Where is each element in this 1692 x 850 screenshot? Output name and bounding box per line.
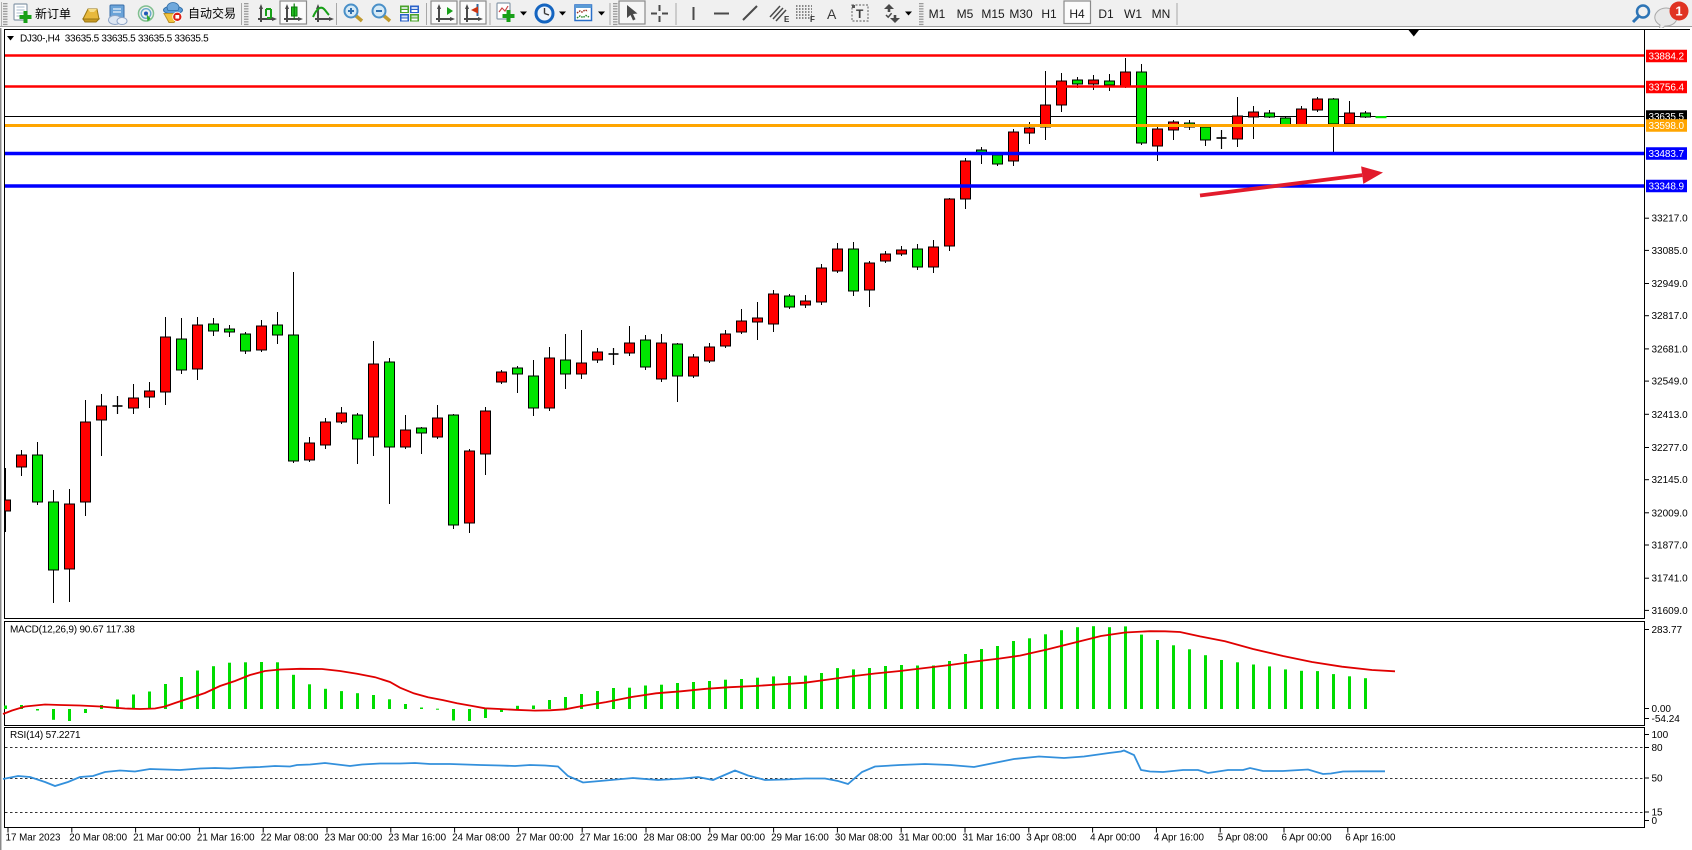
svg-text:32277.0: 32277.0 (1652, 443, 1689, 454)
svg-text:31 Mar 00:00: 31 Mar 00:00 (899, 833, 957, 844)
svg-text:0: 0 (1652, 816, 1658, 827)
svg-text:100: 100 (1652, 730, 1669, 741)
svg-text:31609.0: 31609.0 (1652, 606, 1689, 617)
svg-text:W1: W1 (1124, 7, 1142, 21)
svg-text:MACD(12,26,9) 90.67 117.38: MACD(12,26,9) 90.67 117.38 (10, 625, 135, 636)
svg-text:自动交易: 自动交易 (188, 6, 236, 21)
svg-text:0.00: 0.00 (1652, 704, 1672, 715)
svg-text:6 Apr 00:00: 6 Apr 00:00 (1282, 833, 1333, 844)
svg-text:M30: M30 (1009, 7, 1033, 21)
svg-text:50: 50 (1652, 774, 1664, 785)
svg-text:4 Apr 16:00: 4 Apr 16:00 (1154, 833, 1205, 844)
svg-text:28 Mar 08:00: 28 Mar 08:00 (644, 833, 702, 844)
svg-text:M5: M5 (957, 7, 974, 21)
svg-text:6 Apr 16:00: 6 Apr 16:00 (1345, 833, 1396, 844)
svg-text:M1: M1 (929, 7, 946, 21)
svg-text:27 Mar 00:00: 27 Mar 00:00 (516, 833, 574, 844)
svg-text:-54.24: -54.24 (1652, 714, 1681, 725)
svg-text:32413.0: 32413.0 (1652, 410, 1689, 421)
svg-text:27 Mar 16:00: 27 Mar 16:00 (580, 833, 638, 844)
svg-text:17 Mar 2023: 17 Mar 2023 (6, 833, 62, 844)
svg-text:33756.4: 33756.4 (1649, 83, 1685, 94)
svg-text:1: 1 (1675, 4, 1682, 19)
svg-text:15: 15 (1652, 808, 1664, 819)
svg-text:F: F (810, 15, 815, 24)
svg-text:DJ30-,H4 33635.5 33635.5 3363: DJ30-,H4 33635.5 33635.5 33635.5 33635.5 (20, 34, 209, 45)
svg-text:H1: H1 (1041, 7, 1057, 21)
svg-text:30 Mar 08:00: 30 Mar 08:00 (835, 833, 893, 844)
svg-text:32549.0: 32549.0 (1652, 377, 1689, 388)
svg-text:32949.0: 32949.0 (1652, 279, 1689, 290)
svg-text:24 Mar 08:00: 24 Mar 08:00 (452, 833, 510, 844)
svg-text:5 Apr 08:00: 5 Apr 08:00 (1218, 833, 1269, 844)
svg-text:33348.9: 33348.9 (1649, 182, 1685, 193)
svg-text:32145.0: 32145.0 (1652, 475, 1689, 486)
svg-text:RSI(14) 57.2271: RSI(14) 57.2271 (10, 730, 81, 741)
svg-text:31741.0: 31741.0 (1652, 574, 1689, 585)
svg-text:31877.0: 31877.0 (1652, 541, 1689, 552)
svg-text:33598.0: 33598.0 (1649, 121, 1685, 132)
svg-text:4 Apr 00:00: 4 Apr 00:00 (1090, 833, 1141, 844)
svg-text:T: T (856, 7, 864, 21)
svg-text:21 Mar 00:00: 21 Mar 00:00 (133, 833, 191, 844)
svg-text:21 Mar 16:00: 21 Mar 16:00 (197, 833, 255, 844)
svg-text:23 Mar 16:00: 23 Mar 16:00 (388, 833, 446, 844)
svg-text:MN: MN (1152, 7, 1171, 21)
svg-text:33483.7: 33483.7 (1649, 149, 1685, 160)
svg-text:33884.2: 33884.2 (1649, 52, 1685, 63)
svg-text:22 Mar 08:00: 22 Mar 08:00 (261, 833, 319, 844)
svg-text:H4: H4 (1069, 7, 1085, 21)
svg-text:32681.0: 32681.0 (1652, 344, 1689, 355)
svg-text:31 Mar 16:00: 31 Mar 16:00 (963, 833, 1021, 844)
svg-text:33635.5: 33635.5 (1649, 112, 1685, 123)
svg-text:33217.0: 33217.0 (1652, 214, 1689, 225)
svg-text:E: E (784, 15, 790, 24)
svg-text:M15: M15 (981, 7, 1005, 21)
svg-text:20 Mar 08:00: 20 Mar 08:00 (69, 833, 127, 844)
svg-text:A: A (827, 6, 837, 22)
svg-text:29 Mar 16:00: 29 Mar 16:00 (771, 833, 829, 844)
svg-text:新订单: 新订单 (35, 6, 71, 21)
svg-text:33085.0: 33085.0 (1652, 246, 1689, 257)
svg-text:283.77: 283.77 (1652, 625, 1683, 636)
svg-text:23 Mar 00:00: 23 Mar 00:00 (325, 833, 383, 844)
svg-text:32009.0: 32009.0 (1652, 508, 1689, 519)
svg-text:80: 80 (1652, 743, 1664, 754)
svg-text:D1: D1 (1098, 7, 1114, 21)
svg-text:29 Mar 00:00: 29 Mar 00:00 (707, 833, 765, 844)
svg-text:32817.0: 32817.0 (1652, 311, 1689, 322)
svg-text:3 Apr 08:00: 3 Apr 08:00 (1026, 833, 1077, 844)
